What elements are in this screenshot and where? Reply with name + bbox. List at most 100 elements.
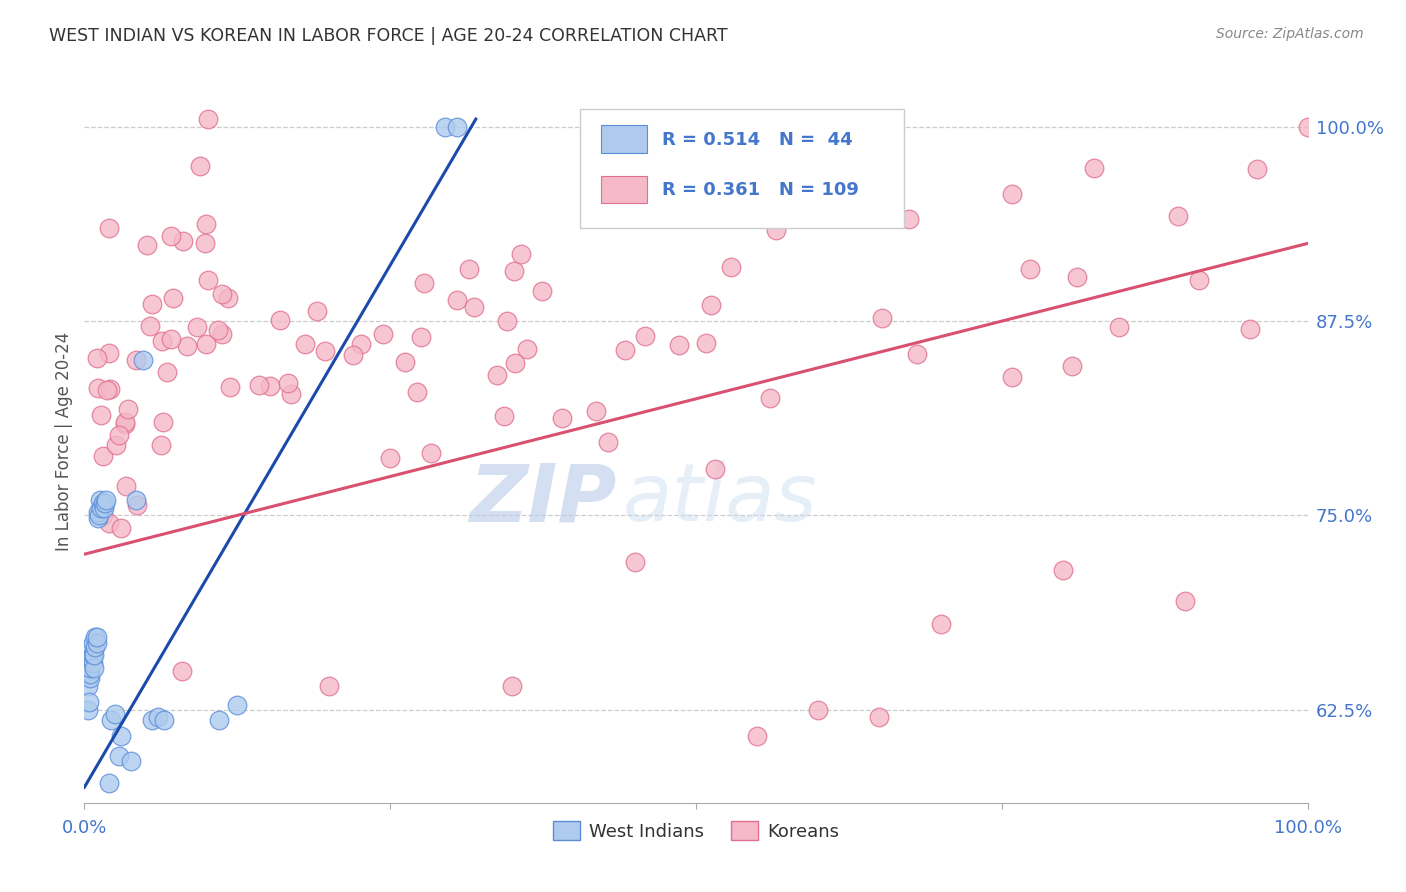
Point [90, 500, 112, 515]
Point [132, 353, 155, 368]
Point [91, 450, 114, 464]
Point [197, 272, 219, 286]
Text: R = 0.514   N =  44: R = 0.514 N = 44 [662, 130, 852, 149]
Point [413, 276, 436, 290]
Point [318, 679, 340, 693]
Point [259, 379, 281, 393]
Point [516, 343, 538, 357]
Point [114, 417, 136, 431]
Point [1108, 319, 1130, 334]
Point [77, 656, 100, 670]
Point [79, 672, 101, 686]
Point [110, 729, 132, 743]
Point [91, 496, 114, 510]
Point [79, 666, 101, 681]
Text: Source: ZipAtlas.com: Source: ZipAtlas.com [1216, 27, 1364, 41]
Point [247, 377, 270, 392]
Point [380, 450, 402, 465]
Point [1052, 563, 1074, 577]
Point [870, 311, 893, 326]
Point [153, 714, 176, 728]
Point [82, 636, 104, 650]
Point [394, 355, 416, 369]
Point [79, 651, 101, 665]
Point [211, 327, 233, 342]
Point [125, 353, 148, 368]
Point [77, 695, 100, 709]
Point [114, 415, 136, 429]
Point [141, 297, 163, 311]
Text: atlas: atlas [623, 460, 817, 539]
Point [156, 365, 179, 379]
Point [510, 246, 533, 260]
Point [172, 664, 194, 678]
Point [195, 217, 218, 231]
Point [342, 348, 364, 362]
Point [195, 336, 218, 351]
Point [84, 630, 107, 644]
Point [162, 291, 184, 305]
Point [98, 346, 121, 360]
Point [494, 409, 516, 424]
Point [929, 617, 952, 632]
Point [86, 636, 108, 650]
Point [373, 327, 395, 342]
Point [117, 401, 139, 416]
Point [703, 462, 725, 476]
Point [869, 710, 891, 724]
Point [1001, 369, 1024, 384]
Point [551, 411, 574, 425]
Point [1188, 273, 1211, 287]
Point [419, 445, 441, 459]
Point [1174, 594, 1197, 608]
Point [446, 293, 468, 307]
Point [91, 508, 114, 523]
Point [115, 479, 138, 493]
Point [83, 648, 105, 663]
Point [634, 329, 657, 343]
Point [458, 262, 481, 277]
Point [93, 500, 115, 515]
Point [104, 438, 127, 452]
Point [139, 319, 162, 334]
Point [82, 656, 104, 670]
Point [188, 159, 211, 173]
Point [406, 385, 429, 400]
Point [160, 228, 183, 243]
Point [305, 304, 328, 318]
Point [80, 651, 103, 665]
Point [149, 437, 172, 451]
Point [269, 313, 291, 327]
Point [765, 223, 787, 237]
Point [98, 221, 121, 235]
Point [146, 710, 169, 724]
Point [446, 120, 468, 134]
Point [86, 381, 108, 395]
Point [219, 380, 242, 394]
Point [1019, 262, 1042, 277]
Point [136, 238, 159, 252]
Point [208, 714, 231, 728]
Point [905, 346, 928, 360]
Point [150, 334, 173, 349]
Point [176, 339, 198, 353]
Point [695, 336, 717, 351]
Point [172, 234, 194, 248]
Bar [600, 125, 647, 153]
Point [211, 286, 233, 301]
Text: ZIP: ZIP [470, 460, 616, 539]
Point [86, 351, 108, 365]
Point [720, 260, 742, 274]
Point [125, 498, 148, 512]
Point [614, 343, 637, 357]
Point [108, 428, 131, 442]
Point [89, 492, 111, 507]
Point [294, 337, 316, 351]
Point [141, 714, 163, 728]
Point [120, 754, 142, 768]
Point [77, 702, 100, 716]
Point [624, 555, 647, 569]
Point [502, 264, 524, 278]
Point [1066, 269, 1088, 284]
Point [759, 391, 782, 405]
